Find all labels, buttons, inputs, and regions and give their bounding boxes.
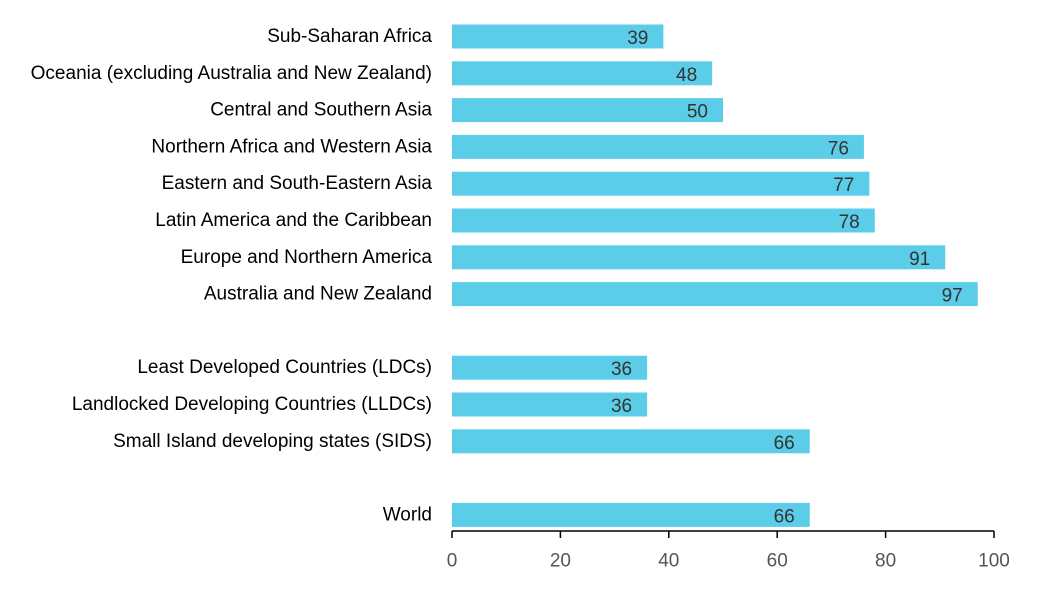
bar [452,429,810,454]
category-label: Small Island developing states (SIDS) [113,431,432,452]
category-labels: Sub-Saharan Africa Oceania (excluding Aus… [31,26,433,525]
value-label: 91 [909,249,930,270]
value-label: 76 [828,138,849,159]
category-label: World [383,504,432,525]
bar [452,208,875,233]
x-tick-label: 0 [447,551,458,572]
category-label: Sub-Saharan Africa [267,26,432,47]
value-labels: 39 48 50 76 77 78 91 97 36 36 66 66 [611,28,963,527]
category-label: Oceania (excluding Australia and New Zea… [31,63,432,84]
value-label: 66 [774,506,795,527]
category-label: Central and Southern Asia [210,100,432,121]
category-label: Northern Africa and Western Asia [151,136,432,157]
value-label: 77 [833,175,854,196]
bar [452,282,978,307]
bar [452,134,864,159]
value-label: 50 [687,102,708,123]
category-label: Europe and Northern America [181,247,433,268]
bar [452,502,810,527]
category-label: Least Developed Countries (LDCs) [137,357,432,378]
category-label: Australia and New Zealand [204,284,432,305]
value-label: 39 [627,28,648,49]
x-tick-label: 100 [978,551,1010,572]
bar [452,355,648,380]
x-tick-label: 20 [550,551,571,572]
bar [452,24,664,49]
category-label: Landlocked Developing Countries (LLDCs) [72,394,432,415]
value-label: 97 [942,286,963,307]
bars-group [452,24,978,527]
bar [452,61,713,86]
value-label: 48 [676,65,697,86]
category-label: Latin America and the Caribbean [155,210,432,231]
category-label: Eastern and South-Eastern Asia [162,173,433,194]
value-label: 36 [611,359,632,380]
value-label: 36 [611,396,632,417]
x-axis: 0 20 40 60 80 100 [447,530,1010,572]
x-tick-label: 40 [658,551,679,572]
x-tick-label: 80 [875,551,896,572]
x-tick-label: 60 [767,551,788,572]
bar [452,98,723,123]
bar [452,245,946,270]
value-label: 66 [774,433,795,454]
value-label: 78 [839,212,860,233]
bar [452,392,648,417]
bar [452,171,870,196]
